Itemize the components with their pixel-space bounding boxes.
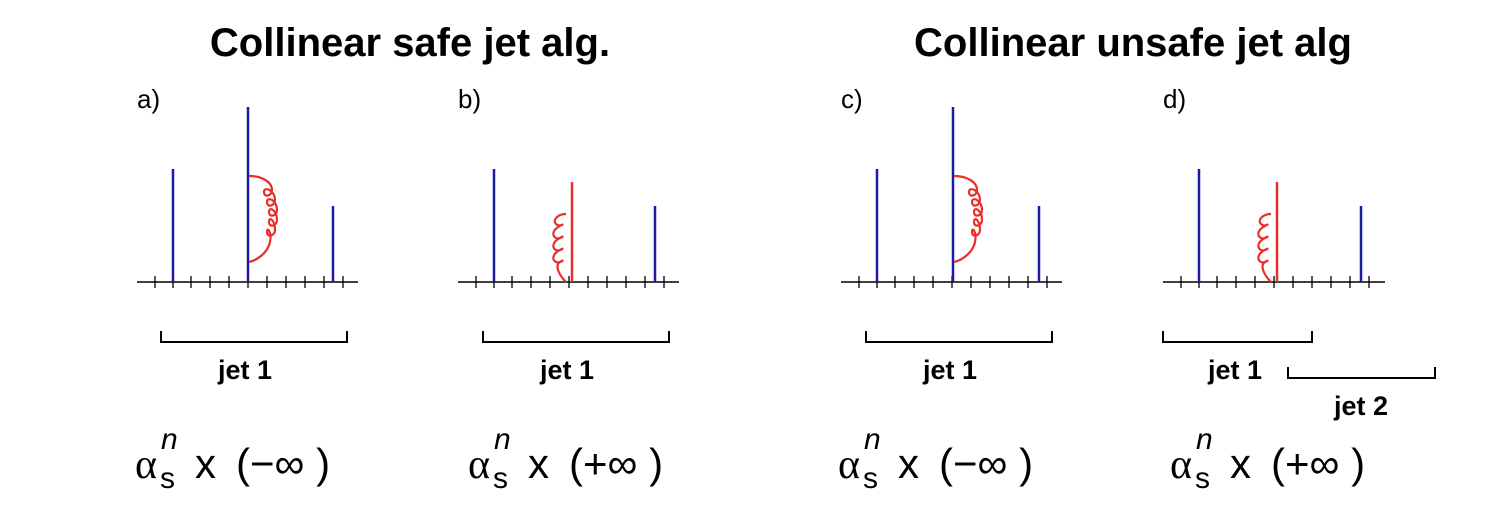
times-symbol: x [528, 440, 549, 487]
gluon-emission [1257, 212, 1272, 283]
gluon-loop [953, 174, 984, 264]
superscript-n: n [864, 423, 881, 456]
subscript-s: s [160, 462, 175, 495]
title-collinear-unsafe: Collinear unsafe jet alg [914, 21, 1352, 65]
jet-bracket [865, 331, 1053, 343]
gluon-loop [248, 174, 279, 264]
alpha-expression: α n s x (−∞ ) [838, 423, 1033, 495]
panel-c: c) jet 1 α n s x (−∞ ) [838, 84, 1062, 495]
alpha-symbol: α [135, 442, 157, 488]
times-symbol: x [195, 440, 216, 487]
jet-label: jet 2 [1333, 391, 1388, 421]
panel-b: b) jet 1 α n s x (+∞ ) [458, 84, 679, 495]
axis [841, 276, 1062, 288]
jet-bracket [1162, 331, 1313, 343]
axis [458, 276, 679, 288]
jet-label: jet 1 [922, 355, 977, 385]
jet-label: jet 1 [217, 355, 272, 385]
gluon-emission [552, 212, 567, 283]
superscript-n: n [161, 423, 178, 456]
superscript-n: n [1196, 423, 1213, 456]
panel-label: d) [1163, 84, 1186, 114]
panel-label: c) [841, 84, 863, 114]
alpha-expression: α n s x (+∞ ) [468, 423, 663, 495]
panel-a: a) jet 1 α n s x (−∞ ) [135, 84, 358, 495]
panel-label: b) [458, 84, 481, 114]
alpha-symbol: α [838, 442, 860, 488]
jet-bracket [482, 331, 670, 343]
axis [1163, 276, 1385, 288]
jet-label: jet 1 [1207, 355, 1262, 385]
panel-label: a) [137, 84, 160, 114]
superscript-n: n [494, 423, 511, 456]
times-symbol: x [1230, 440, 1251, 487]
subscript-s: s [493, 462, 508, 495]
subscript-s: s [863, 462, 878, 495]
infinity-value: (−∞ ) [236, 440, 330, 487]
times-symbol: x [898, 440, 919, 487]
jet-bracket [160, 331, 348, 343]
alpha-expression: α n s x (−∞ ) [135, 423, 330, 495]
alpha-expression: α n s x (+∞ ) [1170, 423, 1365, 495]
infinity-value: (+∞ ) [1271, 440, 1365, 487]
alpha-symbol: α [1170, 442, 1192, 488]
infinity-value: (−∞ ) [939, 440, 1033, 487]
jet-label: jet 1 [539, 355, 594, 385]
alpha-symbol: α [468, 442, 490, 488]
infinity-value: (+∞ ) [569, 440, 663, 487]
subscript-s: s [1195, 462, 1210, 495]
panel-d: d) jet 1 jet 2 α n s x [1162, 84, 1436, 495]
title-collinear-safe: Collinear safe jet alg. [210, 21, 610, 65]
jet-bracket [1287, 367, 1436, 379]
